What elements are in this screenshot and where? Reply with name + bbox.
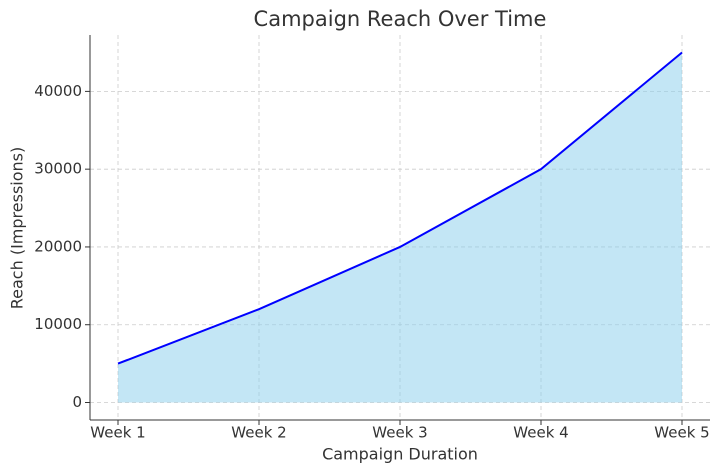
y-tick-label: 10000 <box>34 315 82 333</box>
x-tick-label: Week 2 <box>231 424 286 442</box>
x-axis-label: Campaign Duration <box>322 445 478 464</box>
x-tick-label: Week 4 <box>513 424 568 442</box>
chart-title: Campaign Reach Over Time <box>254 7 547 31</box>
y-tick-label: 30000 <box>34 160 82 178</box>
x-tick-label: Week 3 <box>372 424 427 442</box>
line <box>117 51 683 365</box>
y-tick-label: 0 <box>72 393 82 411</box>
area-fill <box>118 52 682 403</box>
y-tick-label: 20000 <box>34 237 82 255</box>
y-axis-label: Reach (Impressions) <box>8 147 27 309</box>
x-tick-label: Week 1 <box>90 424 145 442</box>
x-tick-label: Week 5 <box>654 424 709 442</box>
y-tick-label: 40000 <box>34 82 82 100</box>
